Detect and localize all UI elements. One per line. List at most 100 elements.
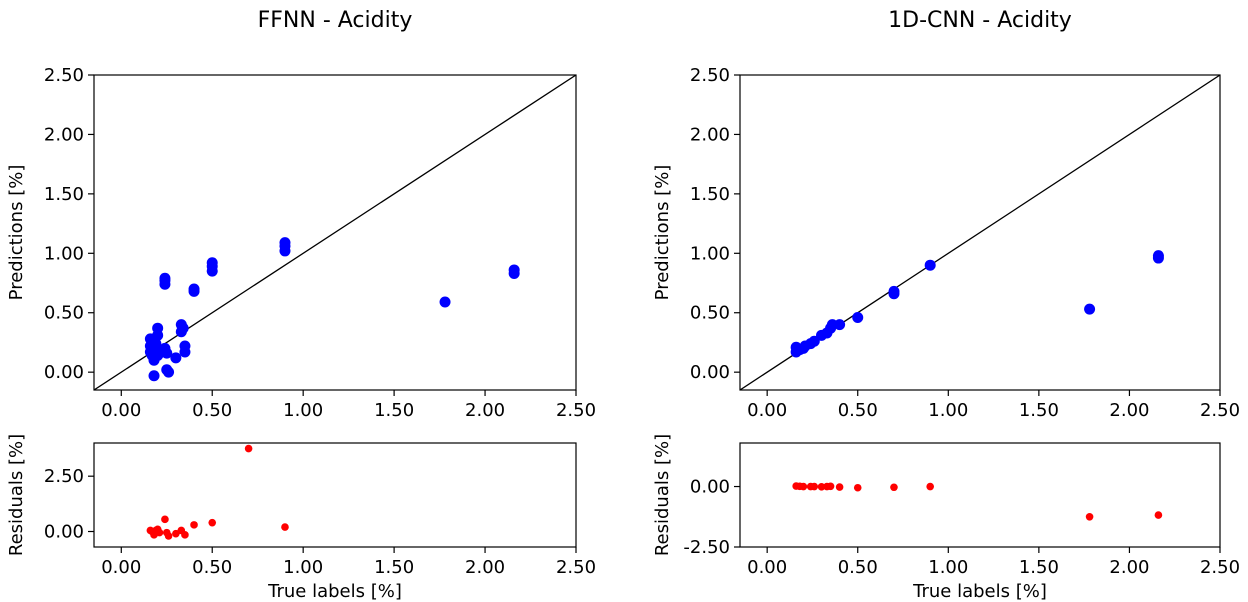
x-tick-label: 1.50 <box>374 557 414 578</box>
data-point <box>439 296 451 308</box>
data-point <box>159 278 171 290</box>
data-point <box>508 264 520 276</box>
axes-frame <box>739 74 1221 391</box>
data-point <box>1154 511 1163 519</box>
data-point <box>888 285 900 297</box>
y-tick-label: -2.50 <box>683 537 730 558</box>
y-tick-label: 2.00 <box>690 124 730 145</box>
data-point <box>150 338 162 350</box>
data-point <box>179 340 191 352</box>
y-tick-label: 0.50 <box>690 303 730 324</box>
x-tick-label: 2.50 <box>1200 557 1240 578</box>
data-point <box>190 521 198 529</box>
y-tick-label: 0.00 <box>690 477 730 498</box>
panel-2: 0.00 0.50 1.00 1.50 2.00 2.50 0.00 2.50 Residual… <box>6 434 596 602</box>
y-tick-label: 1.00 <box>44 243 84 264</box>
y-tick-label: 2.00 <box>44 124 84 145</box>
data-points <box>144 237 520 382</box>
y-tick-label: 1.50 <box>44 184 84 205</box>
x-tick-label: 1.50 <box>1019 400 1059 421</box>
data-point <box>188 283 200 295</box>
data-point <box>206 257 218 269</box>
y-axis-label: Residuals [%] <box>6 434 27 556</box>
x-tick-label: 0.00 <box>101 557 141 578</box>
y-tick-label: 0.00 <box>44 522 84 543</box>
data-point <box>808 335 820 347</box>
axes-frame <box>93 74 577 391</box>
x-tick-label: 0.50 <box>838 400 878 421</box>
data-point <box>279 237 291 249</box>
x-tick-label: 2.50 <box>1200 400 1240 421</box>
data-point <box>826 482 835 491</box>
data-point <box>1085 512 1094 521</box>
data-point <box>924 259 936 271</box>
y-axis-label: Predictions [%] <box>652 165 673 301</box>
data-points <box>146 444 289 540</box>
data-points <box>790 250 1164 358</box>
y-tick-label: 2.50 <box>690 65 730 86</box>
x-tick-label: 1.00 <box>928 557 968 578</box>
x-tick-label: 1.00 <box>928 400 968 421</box>
y-tick-label: 0.00 <box>44 362 84 383</box>
y-tick-label: 0.50 <box>44 303 84 324</box>
data-point <box>890 483 898 492</box>
data-point <box>853 483 862 492</box>
x-tick-label: 2.50 <box>556 400 596 421</box>
data-point <box>817 482 826 491</box>
x-tick-label: 1.50 <box>374 400 414 421</box>
data-point <box>152 322 164 334</box>
data-point <box>244 444 253 453</box>
x-tick-label: 1.50 <box>1019 557 1059 578</box>
axes-frame <box>739 442 1221 548</box>
data-point <box>926 482 934 491</box>
x-axis-label: True labels [%] <box>267 581 402 602</box>
data-point <box>810 482 819 491</box>
x-tick-label: 2.00 <box>1109 557 1149 578</box>
x-tick-label: 0.00 <box>747 400 787 421</box>
y-tick-label: 1.50 <box>690 184 730 205</box>
y-tick-label: 1.00 <box>690 243 730 264</box>
x-tick-label: 2.00 <box>465 400 505 421</box>
data-point <box>799 482 808 491</box>
panel-4: 0.00 0.50 1.00 1.50 2.00 2.50 0.00 -2.50 Residua… <box>652 434 1240 602</box>
y-axis-label: Residuals [%] <box>652 434 673 556</box>
data-point <box>148 370 160 382</box>
data-point <box>172 529 180 538</box>
data-point <box>852 311 864 323</box>
x-tick-label: 2.00 <box>1109 400 1149 421</box>
data-point <box>281 523 289 531</box>
data-point <box>1084 303 1096 315</box>
axes-frame <box>93 442 577 548</box>
x-tick-label: 0.00 <box>101 400 141 421</box>
data-point <box>181 531 189 539</box>
data-point <box>208 518 217 527</box>
data-point <box>164 532 173 540</box>
data-point <box>834 319 846 331</box>
panel-1: 0.00 0.50 1.00 1.50 2.00 2.50 0.00 0.50 1.00 1.50… <box>6 8 596 421</box>
data-point <box>835 483 844 491</box>
identity-line <box>94 75 576 390</box>
x-tick-label: 2.00 <box>465 557 505 578</box>
chart-title: FFNN - Acidity <box>258 8 413 33</box>
data-point <box>163 366 175 378</box>
x-tick-label: 0.00 <box>747 557 787 578</box>
y-tick-label: 2.50 <box>44 65 84 86</box>
data-point <box>155 528 164 537</box>
data-point <box>161 515 169 524</box>
x-tick-label: 0.50 <box>192 557 232 578</box>
x-tick-label: 2.50 <box>556 557 596 578</box>
data-point <box>177 322 189 334</box>
data-point <box>170 352 182 364</box>
x-axis-label: True labels [%] <box>912 581 1047 602</box>
panel-3: 0.00 0.50 1.00 1.50 2.00 2.50 0.00 0.50 1.00 1.50… <box>652 8 1240 421</box>
data-points <box>792 482 1163 521</box>
chart-title: 1D-CNN - Acidity <box>888 8 1072 33</box>
y-axis-label: Predictions [%] <box>6 165 27 301</box>
data-point <box>1152 250 1164 262</box>
x-tick-label: 1.00 <box>283 557 323 578</box>
y-tick-label: 2.50 <box>44 466 84 487</box>
x-tick-label: 1.00 <box>283 400 323 421</box>
y-tick-label: 0.00 <box>690 362 730 383</box>
x-tick-label: 0.50 <box>838 557 878 578</box>
